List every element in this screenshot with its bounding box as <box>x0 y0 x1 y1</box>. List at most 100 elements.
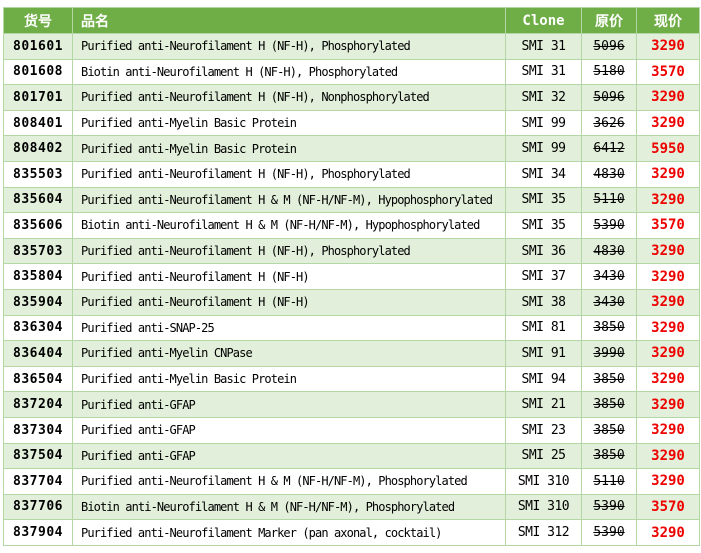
table-row: 808401 Purified anti-Myelin Basic Protei… <box>3 109 700 137</box>
cell-new-price: 3290 <box>636 288 700 316</box>
cell-old-price: 3850 <box>581 416 637 444</box>
price-table: 货号 品名 Clone 原价 现价 801601 Purified anti-N… <box>3 7 700 546</box>
cell-product-name: Purified anti-GFAP <box>72 416 506 444</box>
cell-product-name: Purified anti-Myelin Basic Protein <box>72 365 506 393</box>
cell-product-name: Biotin anti-Neurofilament H & M (NF-H/NF… <box>72 212 506 239</box>
cell-old-price: 5390 <box>581 493 637 521</box>
cell-product-name: Purified anti-Myelin Basic Protein <box>72 109 506 137</box>
table-row: 801601 Purified anti-Neurofilament H (NF… <box>3 33 700 60</box>
cell-product-name: Biotin anti-Neurofilament H & M (NF-H/NF… <box>72 493 506 521</box>
cell-product-name: Purified anti-Neurofilament H (NF-H), Ph… <box>72 237 506 265</box>
header-row: 货号 品名 Clone 原价 现价 <box>3 7 700 34</box>
cell-product-name: Purified anti-GFAP <box>72 442 506 470</box>
cell-clone: SMI 94 <box>505 365 582 393</box>
cell-product-name: Purified anti-Neurofilament H & M (NF-H/… <box>72 468 506 495</box>
cell-old-price: 6412 <box>581 135 637 162</box>
cell-clone: SMI 25 <box>505 442 582 470</box>
cell-new-price: 3290 <box>636 365 700 393</box>
cell-item-no: 808401 <box>3 109 73 137</box>
cell-old-price: 3850 <box>581 391 637 418</box>
cell-clone: SMI 21 <box>505 391 582 418</box>
cell-product-name: Purified anti-Neurofilament H & M (NF-H/… <box>72 186 506 214</box>
table-row: 835703 Purified anti-Neurofilament H (NF… <box>3 237 700 265</box>
cell-new-price: 3290 <box>636 468 700 495</box>
cell-new-price: 3290 <box>636 186 700 214</box>
cell-new-price: 3290 <box>636 416 700 444</box>
cell-item-no: 837304 <box>3 416 73 444</box>
cell-item-no: 808402 <box>3 135 73 162</box>
cell-product-name: Purified anti-Neurofilament Marker (pan … <box>72 519 506 546</box>
cell-new-price: 3570 <box>636 212 700 239</box>
cell-product-name: Purified anti-Neurofilament H (NF-H), No… <box>72 84 506 111</box>
cell-old-price: 3430 <box>581 288 637 316</box>
cell-product-name: Purified anti-Myelin Basic Protein <box>72 135 506 162</box>
table-row: 835804 Purified anti-Neurofilament H (NF… <box>3 263 700 290</box>
cell-clone: SMI 99 <box>505 109 582 137</box>
cell-old-price: 5180 <box>581 58 637 86</box>
cell-new-price: 3290 <box>636 263 700 290</box>
cell-clone: SMI 31 <box>505 58 582 86</box>
cell-clone: SMI 36 <box>505 237 582 265</box>
cell-old-price: 3990 <box>581 340 637 367</box>
cell-clone: SMI 31 <box>505 33 582 60</box>
cell-product-name: Purified anti-Neurofilament H (NF-H), Ph… <box>72 160 506 188</box>
table-row: 837904 Purified anti-Neurofilament Marke… <box>3 519 700 546</box>
cell-item-no: 835904 <box>3 288 73 316</box>
cell-clone: SMI 38 <box>505 288 582 316</box>
cell-new-price: 3290 <box>636 33 700 60</box>
table-row: 836504 Purified anti-Myelin Basic Protei… <box>3 365 700 393</box>
cell-clone: SMI 35 <box>505 186 582 214</box>
cell-item-no: 836304 <box>3 314 73 342</box>
cell-clone: SMI 310 <box>505 468 582 495</box>
table-row: 837504 Purified anti-GFAP SMI 25 3850 32… <box>3 442 700 470</box>
cell-new-price: 3290 <box>636 340 700 367</box>
header-new-price: 现价 <box>636 7 700 34</box>
cell-item-no: 837706 <box>3 493 73 521</box>
table-row: 801608 Biotin anti-Neurofilament H (NF-H… <box>3 58 700 86</box>
cell-old-price: 5096 <box>581 33 637 60</box>
cell-clone: SMI 23 <box>505 416 582 444</box>
cell-item-no: 835703 <box>3 237 73 265</box>
cell-product-name: Purified anti-Neurofilament H (NF-H) <box>72 263 506 290</box>
table-body: 801601 Purified anti-Neurofilament H (NF… <box>3 33 700 546</box>
cell-product-name: Purified anti-Neurofilament H (NF-H), Ph… <box>72 33 506 60</box>
table-row: 808402 Purified anti-Myelin Basic Protei… <box>3 135 700 162</box>
cell-item-no: 836504 <box>3 365 73 393</box>
cell-product-name: Purified anti-Myelin CNPase <box>72 340 506 367</box>
cell-old-price: 5390 <box>581 519 637 546</box>
cell-new-price: 3290 <box>636 442 700 470</box>
cell-item-no: 801608 <box>3 58 73 86</box>
table-row: 835503 Purified anti-Neurofilament H (NF… <box>3 160 700 188</box>
cell-old-price: 5096 <box>581 84 637 111</box>
cell-item-no: 801601 <box>3 33 73 60</box>
table-row: 837706 Biotin anti-Neurofilament H & M (… <box>3 493 700 521</box>
cell-new-price: 3290 <box>636 237 700 265</box>
cell-old-price: 5110 <box>581 468 637 495</box>
cell-old-price: 4830 <box>581 160 637 188</box>
cell-old-price: 5390 <box>581 212 637 239</box>
cell-new-price: 3290 <box>636 160 700 188</box>
cell-clone: SMI 310 <box>505 493 582 521</box>
cell-new-price: 3570 <box>636 58 700 86</box>
cell-new-price: 3290 <box>636 391 700 418</box>
header-old-price: 原价 <box>581 7 637 34</box>
table-row: 801701 Purified anti-Neurofilament H (NF… <box>3 84 700 111</box>
cell-item-no: 837904 <box>3 519 73 546</box>
cell-item-no: 835604 <box>3 186 73 214</box>
cell-new-price: 3570 <box>636 493 700 521</box>
cell-clone: SMI 34 <box>505 160 582 188</box>
cell-clone: SMI 312 <box>505 519 582 546</box>
cell-old-price: 3626 <box>581 109 637 137</box>
cell-product-name: Purified anti-SNAP-25 <box>72 314 506 342</box>
cell-product-name: Biotin anti-Neurofilament H (NF-H), Phos… <box>72 58 506 86</box>
cell-item-no: 837704 <box>3 468 73 495</box>
cell-old-price: 3430 <box>581 263 637 290</box>
table-row: 836304 Purified anti-SNAP-25 SMI 81 3850… <box>3 314 700 342</box>
cell-item-no: 836404 <box>3 340 73 367</box>
cell-old-price: 3850 <box>581 314 637 342</box>
cell-product-name: Purified anti-GFAP <box>72 391 506 418</box>
cell-old-price: 5110 <box>581 186 637 214</box>
cell-clone: SMI 37 <box>505 263 582 290</box>
header-clone: Clone <box>505 7 582 34</box>
